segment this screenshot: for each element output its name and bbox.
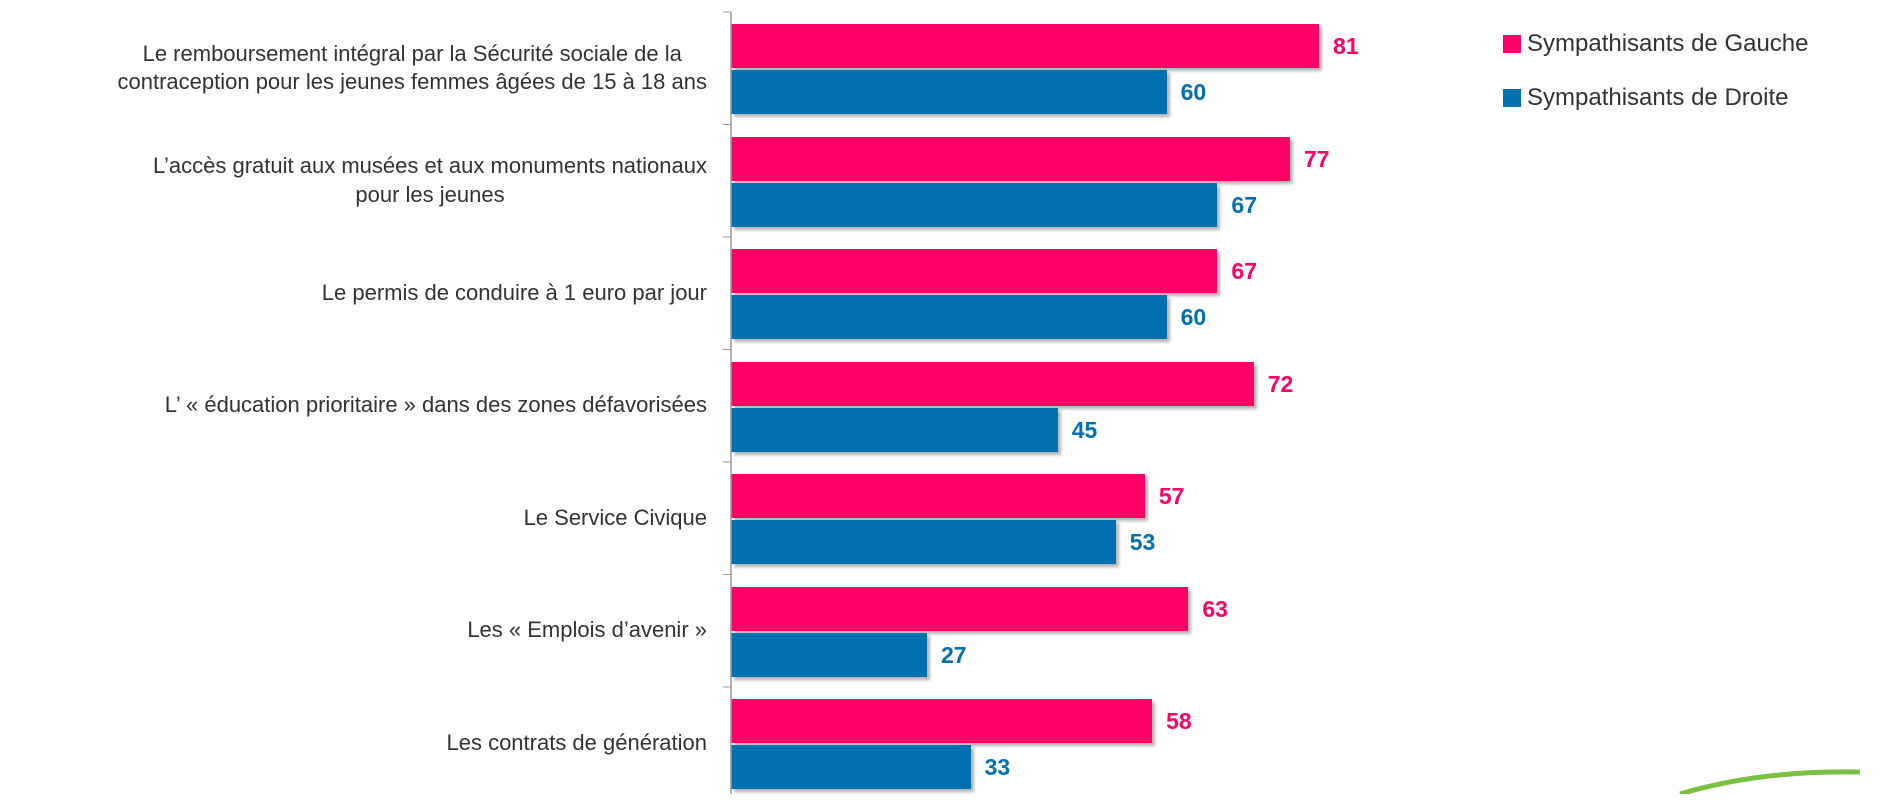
bar — [731, 632, 928, 677]
bar — [731, 361, 1254, 406]
text: 45 — [1071, 416, 1098, 443]
legend-label: Sympathisants de Droite — [1527, 84, 1789, 111]
text: 67 — [1231, 191, 1257, 218]
value-label: 27 — [941, 633, 967, 677]
bar — [731, 699, 1153, 743]
text: 60 — [1180, 304, 1207, 330]
value-label: 63 — [1202, 587, 1228, 631]
category-label: Le Service Civique — [0, 462, 707, 575]
category-label: Les contrats de génération — [0, 687, 707, 800]
text: L’ « éducation prioritaire » dans des zo… — [164, 392, 707, 418]
bar — [731, 407, 1058, 452]
text: 67 — [1231, 258, 1257, 284]
text: 53 — [1129, 529, 1156, 555]
value-label: 67 — [1231, 249, 1257, 293]
category-label: L’accès gratuit aux musées et aux monume… — [0, 125, 707, 238]
category-label: Les « Emplois d’avenir » — [0, 575, 707, 688]
logo — [1679, 769, 1861, 794]
text: Le remboursement intégral par la Sécurit… — [117, 40, 708, 95]
value-label: 45 — [1072, 408, 1098, 452]
legend-item: Sympathisants de Droite — [1503, 84, 1788, 112]
legend-swatch — [1503, 35, 1521, 53]
text: 63 — [1202, 595, 1228, 622]
value-label: 60 — [1181, 70, 1207, 114]
text: L’accès gratuit aux musées et aux monume… — [153, 153, 707, 207]
value-label: 58 — [1166, 699, 1192, 743]
legend-item: Sympathisants de Gauche — [1503, 30, 1809, 58]
bar — [731, 70, 1167, 114]
text: Les contrats de génération — [446, 729, 707, 755]
bar — [731, 295, 1167, 339]
category-label: Le permis de conduire à 1 euro par jour — [0, 237, 707, 350]
bar — [731, 249, 1218, 293]
bar — [731, 182, 1218, 227]
bar — [731, 474, 1145, 518]
bar — [731, 520, 1116, 564]
value-label: 60 — [1181, 295, 1207, 339]
category-label: L’ « éducation prioritaire » dans des zo… — [0, 350, 707, 463]
text: 72 — [1267, 370, 1294, 397]
value-label: 72 — [1268, 362, 1294, 406]
text: Les « Emplois d’avenir » — [467, 617, 707, 643]
bar — [731, 745, 971, 789]
text: Le Service Civique — [523, 504, 707, 530]
legend-label: Sympathisants de Gauche — [1527, 30, 1809, 57]
bar — [731, 136, 1291, 181]
bar — [731, 24, 1320, 68]
value-label: 77 — [1304, 137, 1330, 181]
legend-swatch — [1503, 89, 1521, 107]
text: Le permis de conduire à 1 euro par jour — [321, 279, 707, 305]
text: 27 — [941, 641, 967, 668]
value-label: 53 — [1130, 520, 1156, 564]
bar — [731, 586, 1189, 631]
text: 81 — [1333, 33, 1359, 59]
value-label: 57 — [1159, 474, 1185, 518]
value-label: 67 — [1231, 183, 1257, 227]
category-label: Le remboursement intégral par la Sécurit… — [0, 12, 708, 125]
text: 33 — [984, 754, 1011, 780]
text: 77 — [1304, 145, 1330, 172]
text: 58 — [1166, 708, 1192, 734]
value-label: 33 — [985, 745, 1011, 789]
value-label: 81 — [1333, 24, 1359, 68]
text: 57 — [1158, 483, 1185, 509]
text: 60 — [1180, 79, 1207, 105]
